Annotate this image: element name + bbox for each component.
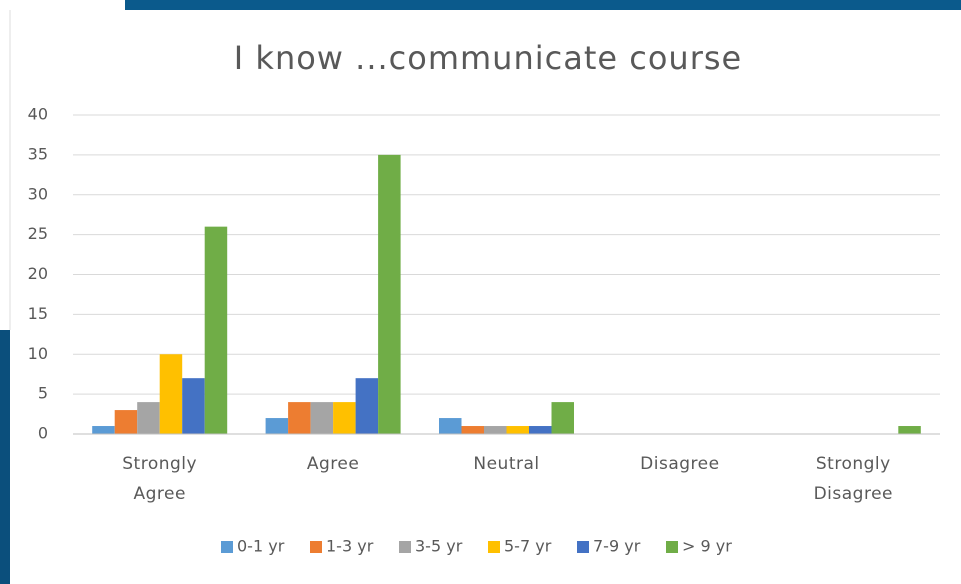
bar: [461, 426, 484, 434]
y-tick-label: 10: [28, 344, 48, 363]
top-banner: [125, 0, 961, 10]
x-tick-label: Agree: [306, 454, 360, 474]
bar: [484, 426, 507, 434]
bar: [439, 418, 462, 434]
y-tick-label: 0: [38, 424, 48, 443]
bar: [288, 402, 311, 434]
bar: [333, 402, 356, 434]
x-tick-label: Strongly Disagree: [813, 454, 893, 504]
y-tick-label: 15: [28, 304, 48, 323]
x-tick-label: Disagree: [640, 454, 720, 474]
legend-label: 7-9 yr: [593, 537, 641, 556]
bar: [355, 378, 379, 434]
legend-swatch: [310, 541, 322, 553]
bar: [204, 226, 228, 434]
bar: [159, 354, 183, 434]
legend-label: 3-5 yr: [415, 537, 463, 556]
legend-swatch: [221, 541, 233, 553]
y-tick-label: 35: [28, 144, 48, 163]
legend-swatch: [399, 541, 411, 553]
y-tick-label: 20: [28, 264, 48, 283]
bar: [310, 402, 334, 434]
bar: [506, 426, 529, 434]
legend-label: > 9 yr: [682, 537, 732, 556]
bar: [182, 378, 205, 434]
y-tick-label: 5: [38, 384, 48, 403]
chart-title: I know ...communicate course: [234, 39, 742, 77]
legend-label: 1-3 yr: [326, 537, 374, 556]
legend-label: 5-7 yr: [504, 537, 552, 556]
bar: [551, 402, 574, 434]
bar: [114, 410, 138, 434]
bar: [92, 426, 115, 434]
y-tick-label: 30: [28, 184, 48, 203]
legend-swatch: [577, 541, 589, 553]
y-tick-label: 25: [28, 224, 48, 243]
x-tick-label: Strongly Agree: [122, 454, 198, 504]
bar: [898, 426, 921, 434]
legend-swatch: [666, 541, 678, 553]
y-tick-label: 40: [28, 105, 48, 124]
bar: [265, 418, 289, 434]
bar: [137, 402, 160, 434]
legend-label: 0-1 yr: [237, 537, 285, 556]
legend-swatch: [488, 541, 500, 553]
side-strip: [0, 330, 10, 584]
x-tick-label: Neutral: [473, 454, 540, 474]
bar: [378, 154, 401, 434]
bar: [529, 426, 552, 434]
